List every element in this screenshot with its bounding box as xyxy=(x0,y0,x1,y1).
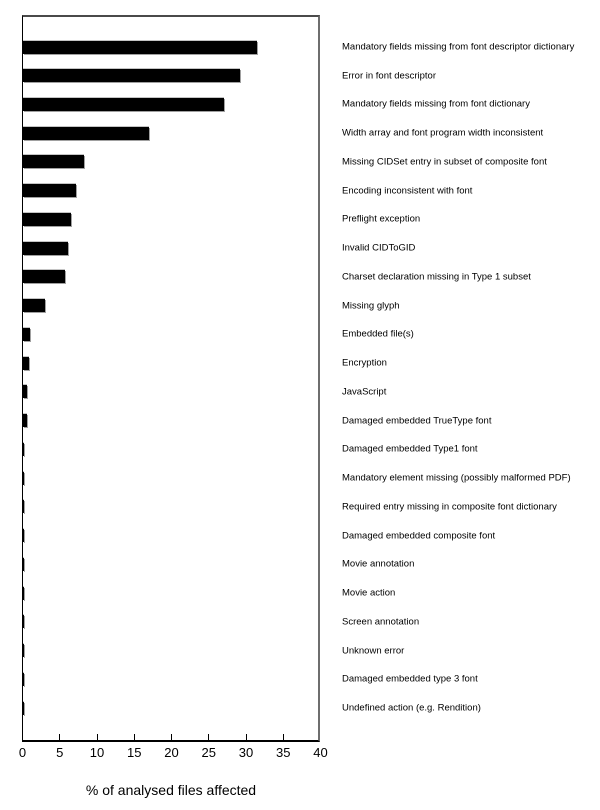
x-axis-tick-label: 5 xyxy=(56,745,64,760)
bar xyxy=(23,241,68,255)
bar xyxy=(23,500,24,514)
x-axis-tick xyxy=(171,734,172,740)
category-label: Embedded file(s) xyxy=(342,328,414,340)
x-axis-tick-label: 30 xyxy=(238,745,254,760)
category-label: Required entry missing in composite font… xyxy=(342,501,557,513)
bar xyxy=(23,40,257,54)
x-axis-tick-label: 40 xyxy=(313,745,328,760)
bar xyxy=(23,126,149,140)
category-label: Mandatory fields missing from font dicti… xyxy=(342,98,530,110)
category-label: Damaged embedded TrueType font xyxy=(342,415,492,427)
bar xyxy=(23,356,30,370)
x-axis-tick-label: 20 xyxy=(164,745,179,760)
x-axis-tick-label: 10 xyxy=(89,745,105,760)
bar xyxy=(23,385,27,399)
x-axis-tick xyxy=(245,734,247,740)
bar xyxy=(23,414,27,428)
bar xyxy=(23,155,85,169)
category-label: Screen annotation xyxy=(342,616,420,628)
bar xyxy=(23,327,30,341)
x-axis-tick xyxy=(208,734,210,740)
category-label: Damaged embedded Type1 font xyxy=(342,443,478,455)
bar xyxy=(23,212,71,226)
category-label: Charset declaration missing in Type 1 su… xyxy=(342,271,531,283)
plot-area xyxy=(22,15,320,742)
category-label: Preflight exception xyxy=(342,213,421,225)
category-label: Width array and font program width incon… xyxy=(342,127,544,139)
bar xyxy=(23,471,25,485)
category-label: Damaged embedded composite font xyxy=(342,530,496,542)
bar xyxy=(23,270,65,284)
category-label: Invalid CIDToGID xyxy=(342,242,416,254)
category-label: Movie annotation xyxy=(342,558,415,570)
x-axis-tick xyxy=(59,734,61,740)
category-label: Damaged embedded type 3 font xyxy=(342,673,478,685)
x-axis-tick xyxy=(133,734,135,740)
bar xyxy=(23,97,225,111)
category-label: Encoding inconsistent with font xyxy=(342,185,473,197)
category-label: Undefined action (e.g. Rendition) xyxy=(342,702,481,714)
x-axis-tick-label: 35 xyxy=(276,745,291,760)
bar xyxy=(23,529,24,543)
bar xyxy=(23,184,76,198)
category-label: Mandatory fields missing from font descr… xyxy=(342,41,575,53)
category-label: Mandatory element missing (possibly malf… xyxy=(342,472,571,484)
bar xyxy=(23,442,25,456)
category-label: JavaScript xyxy=(342,386,387,398)
category-label: Movie action xyxy=(342,587,396,599)
x-axis-tick xyxy=(96,734,98,740)
bar xyxy=(23,299,46,313)
category-label: Missing glyph xyxy=(342,300,400,312)
category-label: Missing CIDSet entry in subset of compos… xyxy=(342,156,547,168)
x-axis-tick-label: 0 xyxy=(18,745,27,760)
x-axis-tick-label: 15 xyxy=(127,745,142,760)
x-axis-tick-label: 25 xyxy=(201,745,216,760)
bar xyxy=(23,69,240,83)
category-label: Error in font descriptor xyxy=(342,70,436,82)
category-label: Encryption xyxy=(342,357,387,369)
x-axis-title: % of analysed files affected xyxy=(85,782,257,798)
category-label: Unknown error xyxy=(342,645,405,657)
x-axis-tick xyxy=(282,734,284,740)
